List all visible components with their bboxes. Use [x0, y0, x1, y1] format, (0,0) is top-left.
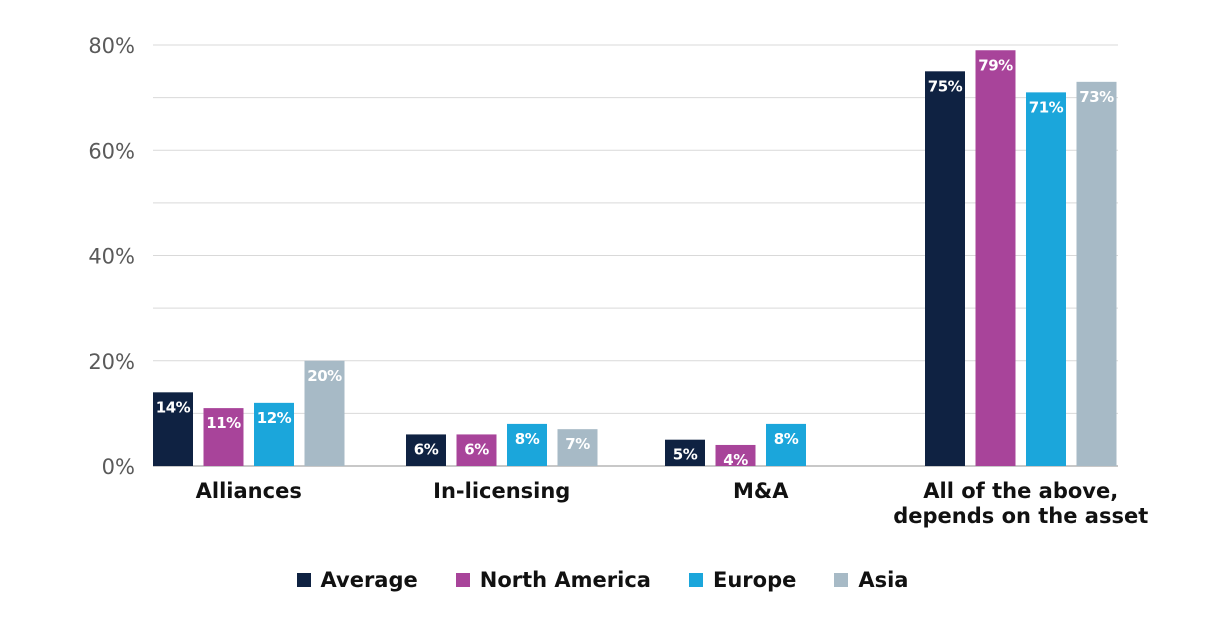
bar-value-label: 14% [156, 398, 191, 416]
bar-chart-svg: 0% 20% 40% 60% 80% 14% 11% 12% 20% 6% 6% 8% 7% 5% 4% 8%… [88, 34, 1149, 528]
bar-average [665, 439, 705, 466]
gridlines [153, 44, 1118, 467]
bars: 14% 11% 12% 20% 6% 6% 8% 7% 5% 4% 8% 0% 75% 79% 71% 73% [153, 50, 1117, 490]
bar-europe [254, 402, 294, 466]
category-label: Alliances [196, 479, 302, 503]
bar-value-label: 20% [307, 367, 342, 385]
legend-swatch [455, 573, 470, 587]
legend-item: Asia [834, 568, 908, 592]
y-tick-label: 40% [88, 245, 135, 269]
category-label: depends on the asset [893, 504, 1148, 528]
bar-asia [1076, 81, 1117, 467]
bar-value-label: 6% [464, 440, 489, 458]
bar-north-america [456, 434, 497, 466]
y-tick-label: 20% [88, 350, 135, 374]
bar-north-america [975, 50, 1016, 466]
legend-item: Europe [688, 568, 797, 592]
bar-value-label: 6% [414, 440, 439, 458]
bar-average [153, 392, 193, 466]
y-axis-ticks: 0% 20% 40% 60% 80% [88, 34, 135, 479]
bar-value-label: 75% [928, 77, 963, 95]
category-label: All of the above, [923, 479, 1118, 503]
bar-europe [507, 423, 547, 466]
bar-value-label: 4% [723, 451, 748, 469]
x-axis-categories: Alliances In-licensing M&A All of the above… [196, 479, 1149, 528]
category-label: In-licensing [433, 479, 570, 503]
legend: Average North America Europe Asia [0, 568, 1205, 592]
legend-swatch [688, 573, 703, 587]
bar-north-america [715, 444, 756, 466]
bar-average [925, 71, 965, 466]
bar-value-label: 71% [1029, 98, 1064, 116]
legend-label: North America [479, 568, 651, 592]
bar-value-label: 12% [257, 409, 292, 427]
bar-asia [557, 429, 598, 466]
bar-value-label: 7% [565, 435, 590, 453]
y-tick-label: 60% [88, 139, 135, 163]
bar-value-label: 11% [206, 414, 241, 432]
legend-swatch [834, 573, 849, 587]
legend-swatch [296, 573, 311, 587]
bar-north-america [203, 408, 244, 466]
bar-value-label: 79% [978, 56, 1013, 74]
legend-item: Average [296, 568, 418, 592]
bar-average [406, 434, 446, 466]
y-tick-label: 80% [88, 34, 135, 58]
category-label: M&A [733, 479, 789, 503]
legend-label: Average [320, 568, 418, 592]
bar-asia [304, 360, 345, 466]
bar-value-label: 8% [515, 430, 540, 448]
y-tick-label: 0% [102, 455, 135, 479]
bar-value-label: 8% [774, 430, 799, 448]
bar-europe [766, 423, 806, 466]
legend-label: Asia [858, 568, 909, 592]
legend-label: Europe [712, 568, 797, 592]
bar-value-label: 5% [673, 446, 698, 464]
bar-europe [1026, 92, 1066, 467]
bar-value-label: 73% [1079, 88, 1114, 106]
legend-item: North America [455, 568, 651, 592]
bar-value-label: 0% [824, 472, 849, 490]
